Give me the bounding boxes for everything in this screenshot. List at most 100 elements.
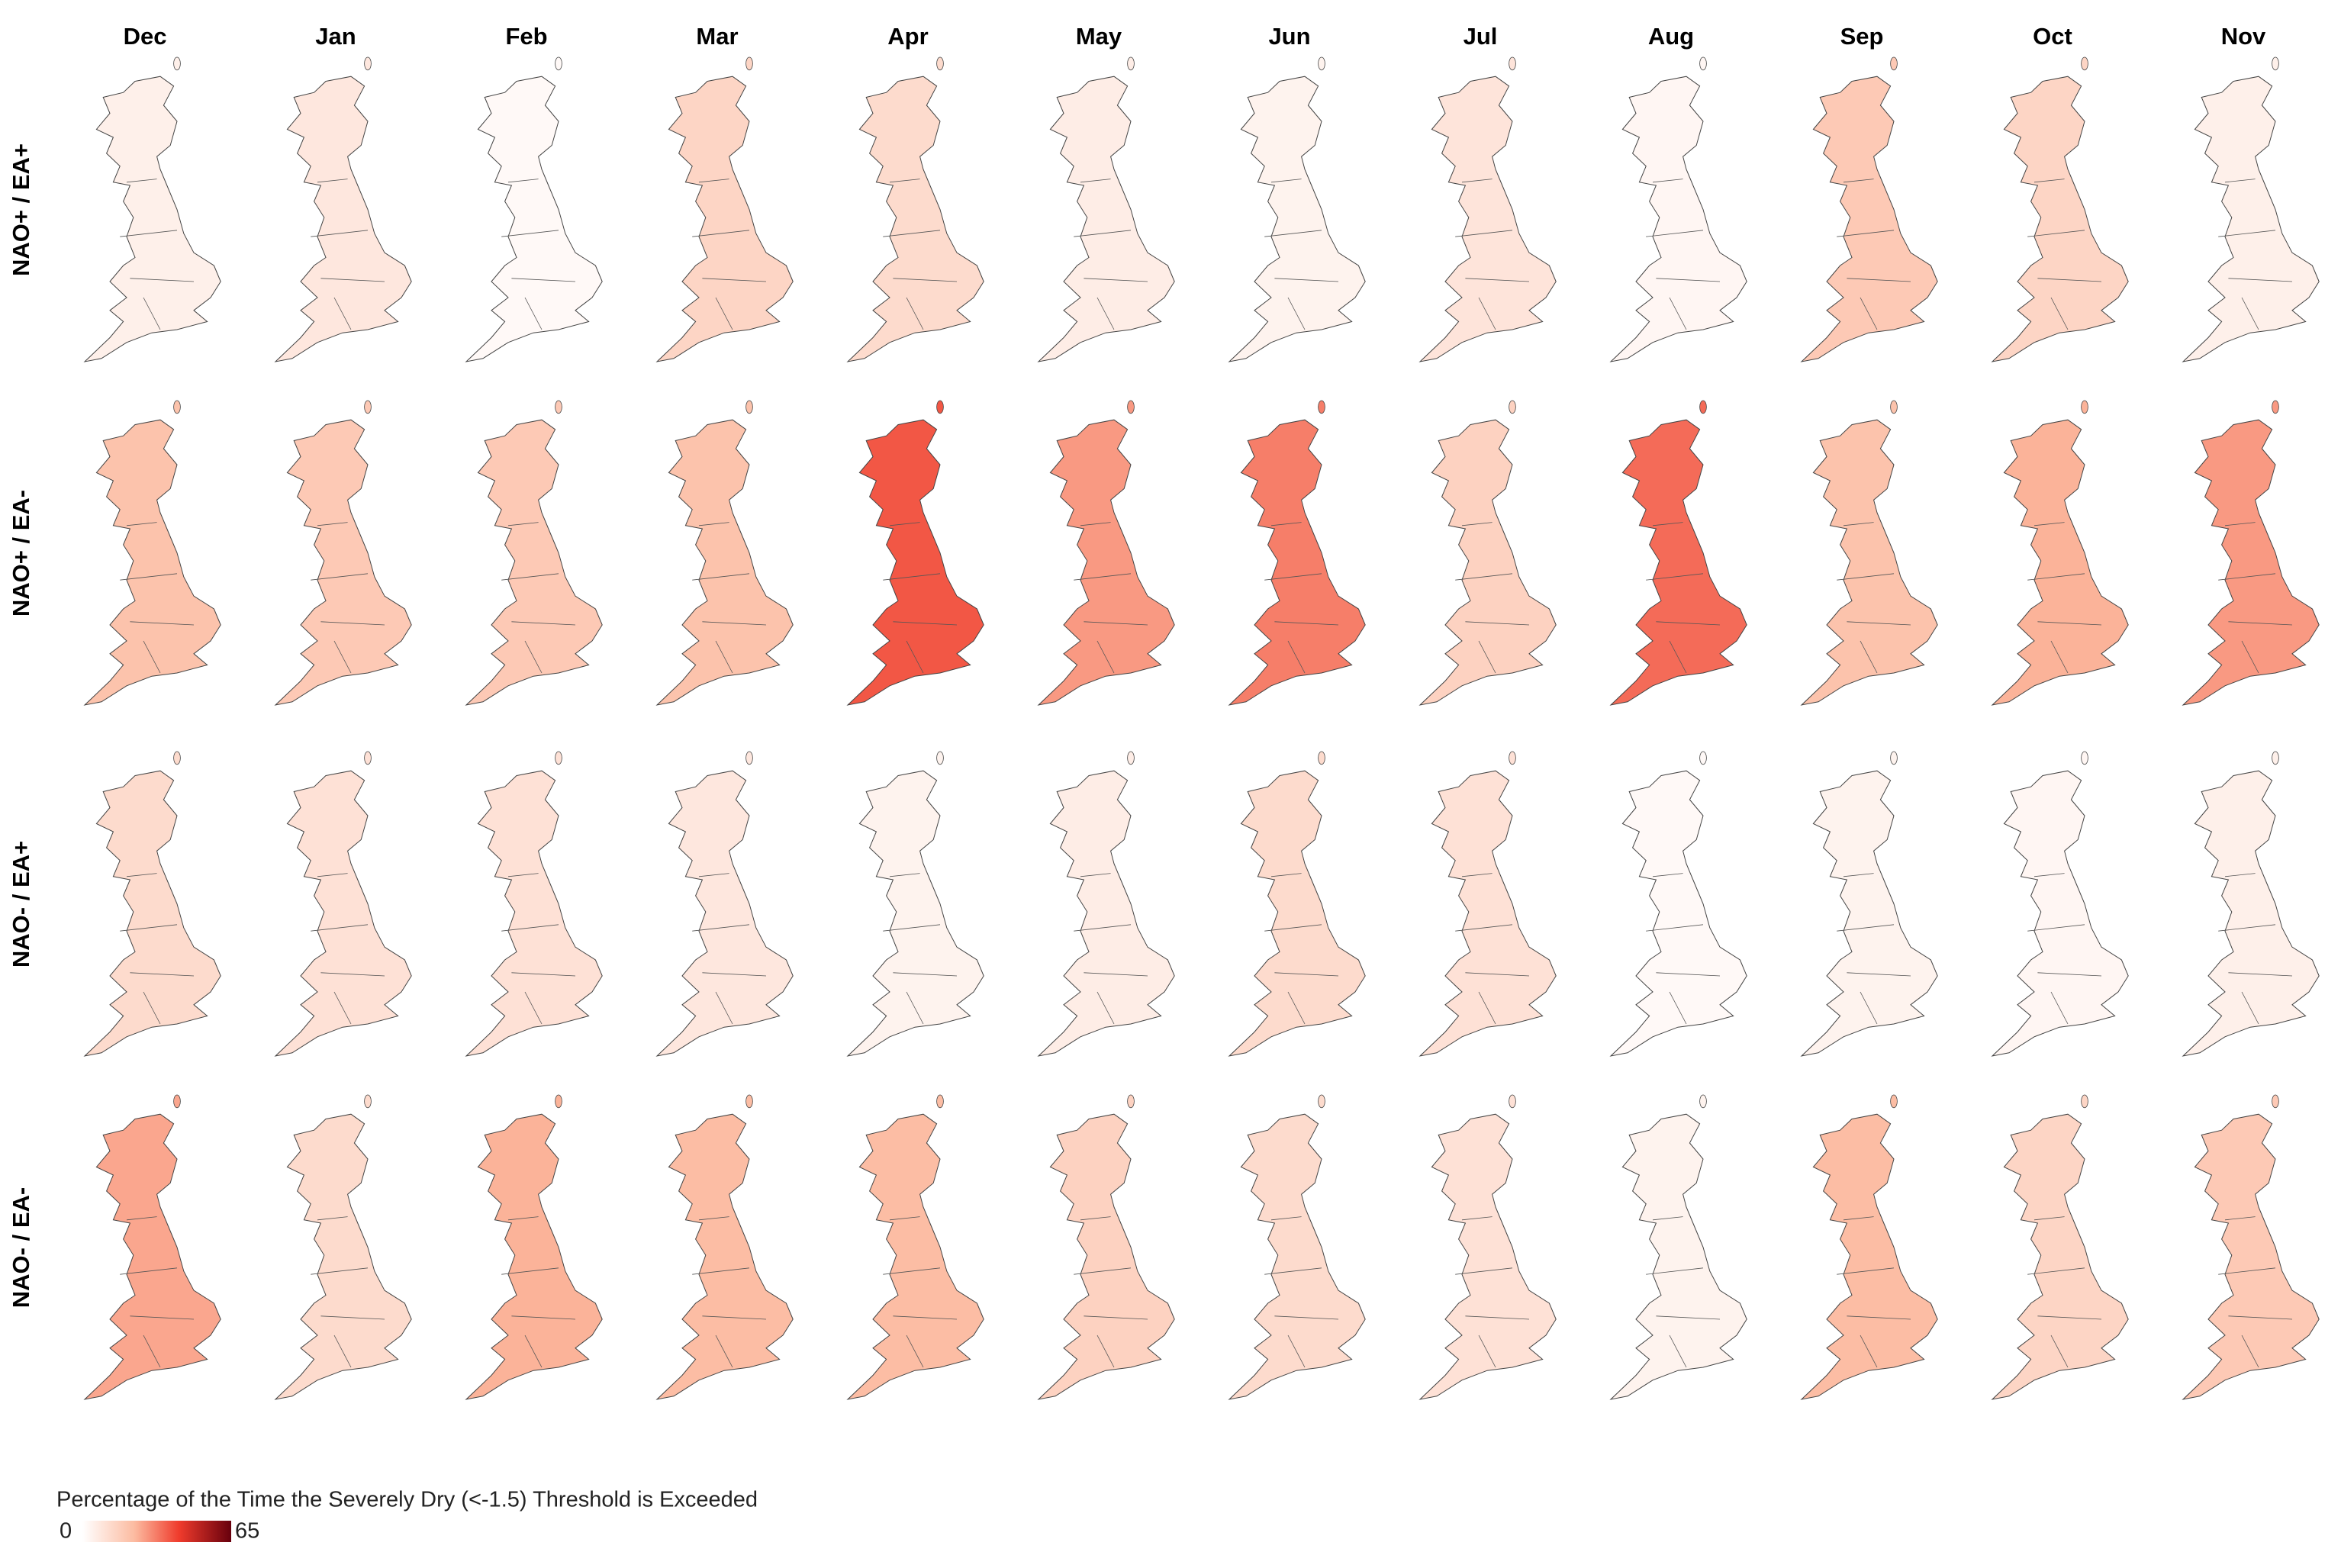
shetland — [1700, 752, 1707, 765]
region — [848, 1114, 984, 1399]
column-label: Apr — [887, 23, 928, 50]
border — [883, 179, 957, 330]
shetland — [937, 57, 944, 70]
region — [1229, 1114, 1365, 1399]
region — [1611, 1114, 1747, 1399]
shetland — [365, 1095, 372, 1108]
column-label: Dec — [124, 23, 167, 50]
border — [2027, 179, 2101, 330]
border — [2027, 523, 2101, 673]
border — [1646, 1217, 1720, 1367]
region — [1038, 76, 1174, 362]
map-panel — [848, 57, 984, 362]
border — [120, 523, 194, 673]
shetland — [1319, 1095, 1325, 1108]
shetland — [174, 752, 181, 765]
map-panel — [466, 57, 602, 362]
map-panel — [657, 401, 793, 705]
region — [1802, 420, 1937, 705]
map-panel — [85, 57, 221, 362]
shetland — [2082, 57, 2088, 70]
shetland — [1891, 57, 1898, 70]
border — [692, 874, 766, 1024]
border — [1264, 874, 1338, 1024]
map-panel — [657, 1095, 793, 1399]
column-label: Jun — [1268, 23, 1310, 50]
border — [1074, 179, 1148, 330]
shetland — [1319, 752, 1325, 765]
map-panel — [1802, 57, 1937, 362]
region — [275, 771, 411, 1056]
shetland — [1700, 1095, 1707, 1108]
border — [692, 523, 766, 673]
shetland — [1700, 401, 1707, 414]
region — [85, 420, 221, 705]
region — [1420, 76, 1556, 362]
map-panel — [1611, 401, 1747, 705]
colorbar-title: Percentage of the Time the Severely Dry … — [56, 1488, 758, 1512]
column-label: Jan — [315, 23, 356, 50]
map-panel — [85, 1095, 221, 1399]
border — [311, 179, 385, 330]
border — [501, 874, 575, 1024]
region — [1992, 420, 2128, 705]
colorbar-min: 0 — [60, 1519, 72, 1544]
map-panel — [1420, 1095, 1556, 1399]
map-panel — [275, 57, 411, 362]
shetland — [2272, 752, 2279, 765]
map-panel — [2183, 401, 2319, 705]
border — [1837, 874, 1911, 1024]
map-panel — [466, 401, 602, 705]
shetland — [1891, 401, 1898, 414]
map-panel — [1992, 1095, 2128, 1399]
border — [1264, 523, 1338, 673]
border — [311, 1217, 385, 1367]
border — [883, 874, 957, 1024]
border — [311, 874, 385, 1024]
shetland — [1319, 401, 1325, 414]
border — [1455, 1217, 1529, 1367]
shetland — [174, 57, 181, 70]
row-label: NAO+ / EA- — [8, 490, 34, 617]
map-panel — [1229, 401, 1365, 705]
map-panel — [1611, 57, 1747, 362]
map-panel — [1038, 57, 1174, 362]
map-panel — [2183, 1095, 2319, 1399]
border — [883, 1217, 957, 1367]
border — [1837, 1217, 1911, 1367]
shetland — [1700, 57, 1707, 70]
shetland — [555, 401, 562, 414]
border — [692, 179, 766, 330]
border — [2027, 1217, 2101, 1367]
border — [2218, 179, 2292, 330]
map-panel — [275, 401, 411, 705]
border — [2218, 523, 2292, 673]
region — [657, 1114, 793, 1399]
region — [1802, 771, 1937, 1056]
shetland — [1128, 401, 1135, 414]
region — [275, 1114, 411, 1399]
shetland — [174, 1095, 181, 1108]
shetland — [365, 401, 372, 414]
region — [466, 1114, 602, 1399]
shetland — [746, 57, 753, 70]
region — [848, 420, 984, 705]
map-panel — [1992, 401, 2128, 705]
border — [1646, 874, 1720, 1024]
column-label: Nov — [2221, 23, 2266, 50]
map-panel — [1420, 401, 1556, 705]
map-panel — [1229, 57, 1365, 362]
row-label: NAO- / EA+ — [8, 841, 34, 968]
border — [1837, 523, 1911, 673]
border — [1455, 874, 1529, 1024]
map-panel — [85, 752, 221, 1056]
shetland — [746, 752, 753, 765]
map-panel — [848, 1095, 984, 1399]
shetland — [2272, 57, 2279, 70]
region — [848, 76, 984, 362]
region — [1229, 76, 1365, 362]
map-panel — [657, 752, 793, 1056]
region — [2183, 76, 2319, 362]
border — [1264, 1217, 1338, 1367]
column-label: Jul — [1464, 23, 1498, 50]
